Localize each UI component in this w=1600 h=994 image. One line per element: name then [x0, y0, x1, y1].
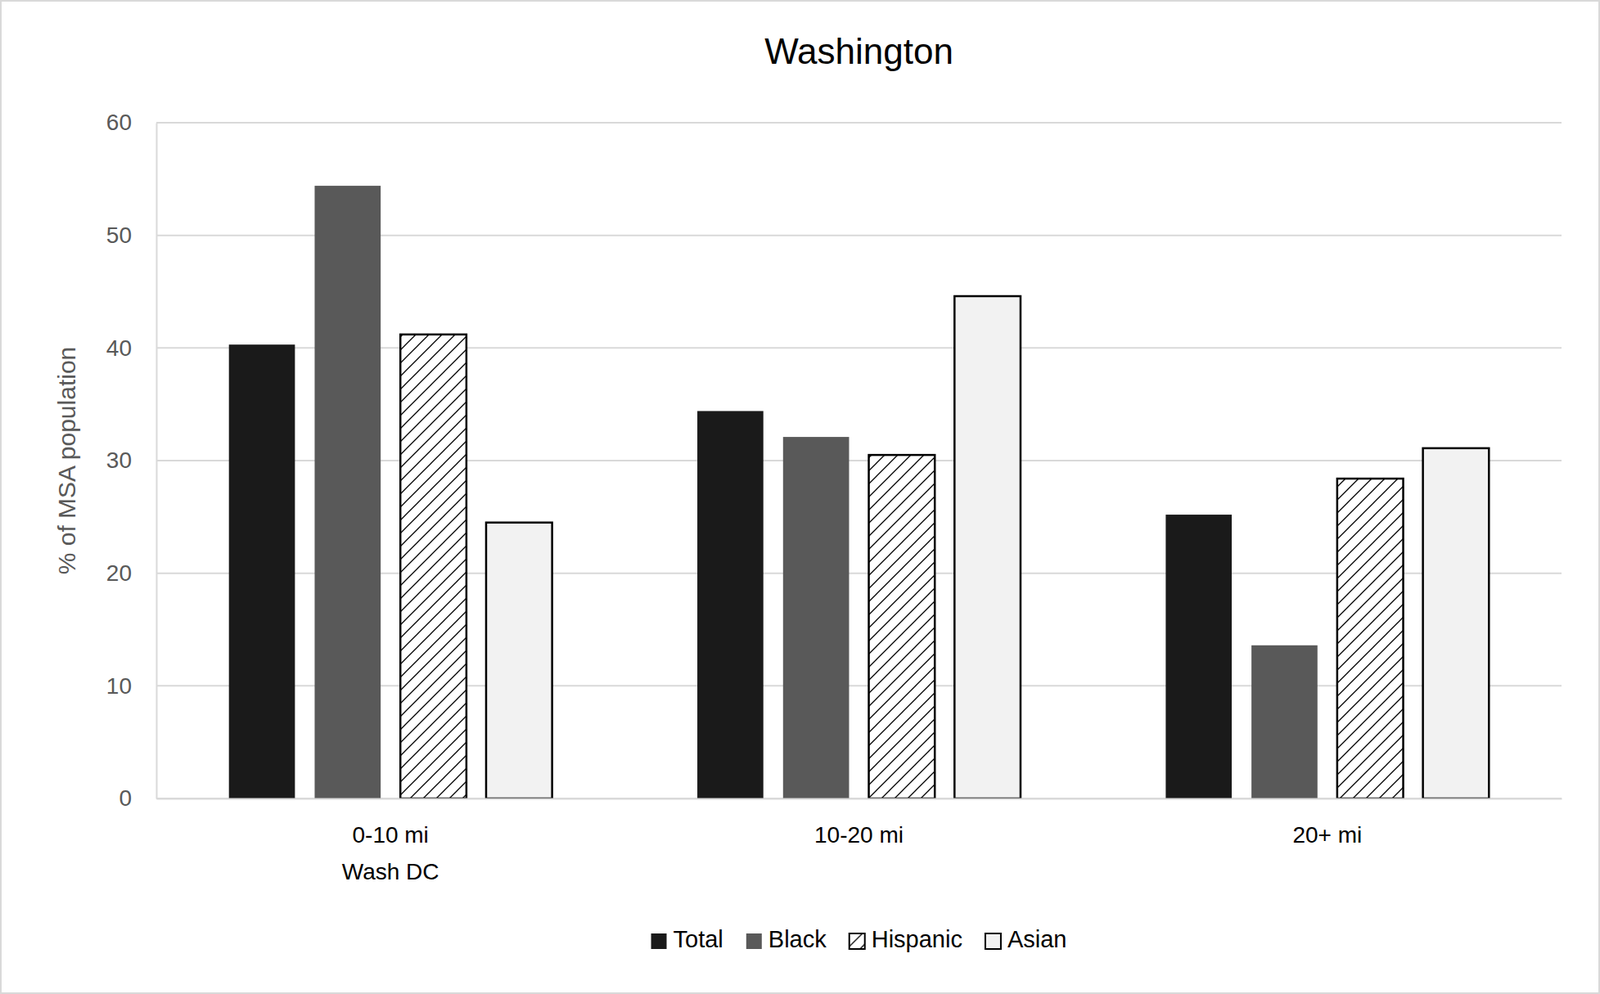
x-tick: 0-10 miWash DC	[342, 798, 440, 885]
figure-frame	[0, 0, 1600, 994]
grid-line	[156, 121, 1562, 124]
y-tick-label: 60	[106, 109, 132, 136]
x-axis: 0-10 miWash DC 10-20 mi 20+ mi	[157, 798, 1563, 885]
y-tick-label: 10	[106, 673, 132, 699]
legend-item: Black	[746, 926, 827, 953]
title: Washington	[764, 31, 954, 72]
bar	[400, 334, 467, 799]
y-tick: 40	[106, 335, 157, 361]
y-tick: 50	[106, 222, 157, 248]
y-axis-title: % of MSA population	[53, 347, 81, 576]
bar-series	[486, 296, 1489, 799]
x-tick-label: 0-10 miWash DC	[342, 822, 440, 885]
bar	[869, 455, 936, 799]
legend-swatch	[651, 933, 668, 950]
bar	[783, 437, 850, 799]
x-tick-label: 20+ mi	[1292, 822, 1362, 848]
legend-label: Asian	[1007, 926, 1068, 953]
legend-item: Total	[651, 926, 724, 953]
legend-label: Total	[673, 926, 724, 953]
bar	[1165, 514, 1232, 799]
y-tick: 10	[106, 673, 157, 699]
y-tick-label: 50	[106, 222, 132, 248]
plot: 0 10 20 30 40 50 60 0-10 miWash DC 10-20 mi 20+ m…	[106, 109, 1563, 884]
x-tick-label: 10-20 mi	[814, 822, 904, 848]
bar	[1337, 478, 1404, 799]
chart: Washington 0 10 20 30 40 50 60 0-10 miWash DC 10-…	[0, 0, 1600, 994]
y-tick-label: 20	[106, 560, 132, 586]
bar-series	[314, 185, 1317, 799]
y-tick: 30	[106, 447, 157, 474]
y-axis: 0 10 20 30 40 50 60	[106, 109, 158, 812]
bar	[486, 522, 553, 799]
y-axis-line	[156, 123, 158, 800]
legend-swatch	[985, 933, 1001, 950]
legend-item: Asian	[985, 926, 1068, 953]
bar	[1423, 448, 1490, 799]
y-tick: 0	[118, 785, 157, 812]
legend-label: Hispanic	[871, 926, 963, 953]
y-tick-label: 40	[106, 335, 132, 361]
x-tick: 10-20 mi	[814, 798, 904, 848]
grid	[156, 122, 1562, 799]
x-axis-line	[157, 798, 1563, 801]
x-tick: 20+ mi	[1292, 798, 1362, 848]
legend-swatch	[849, 933, 866, 950]
bar-series	[400, 334, 1403, 799]
bar	[954, 296, 1021, 799]
y-tick-label: 30	[106, 447, 132, 474]
bar	[229, 344, 296, 799]
bar	[697, 410, 764, 799]
legend: Total Black Hispanic Asian	[651, 926, 1068, 953]
legend-label: Black	[768, 926, 827, 953]
bar	[1251, 645, 1318, 799]
y-tick-label: 0	[118, 785, 132, 812]
legend-swatch	[746, 933, 762, 950]
bars	[229, 185, 1490, 799]
legend-item: Hispanic	[849, 926, 963, 953]
bar	[314, 185, 381, 799]
y-tick: 20	[106, 560, 157, 586]
y-tick: 60	[106, 109, 157, 136]
